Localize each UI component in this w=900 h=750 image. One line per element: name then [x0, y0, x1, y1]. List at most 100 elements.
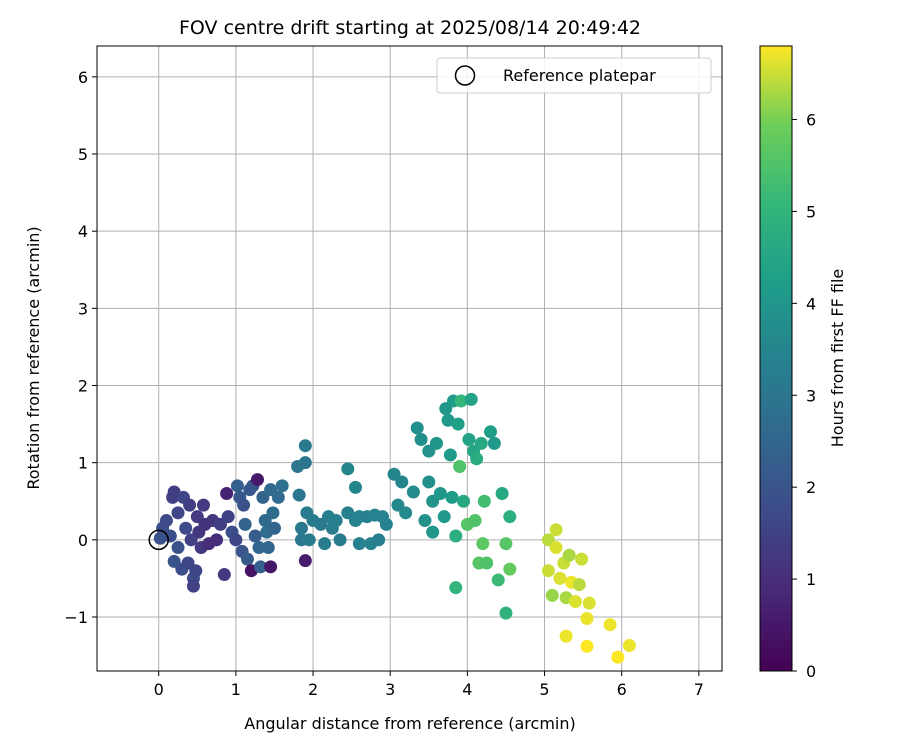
y-axis-ticks: −1 0 1 2 3 4 5 6 — [64, 68, 97, 627]
data-points — [153, 392, 636, 664]
y-tick-label: 6 — [78, 68, 88, 87]
scatter-point — [395, 475, 409, 489]
scatter-point — [541, 564, 555, 578]
scatter-point — [559, 629, 573, 643]
y-tick-label: 0 — [78, 531, 88, 550]
colorbar-tick-label: 5 — [806, 202, 816, 221]
scatter-point — [414, 433, 428, 447]
scatter-point — [302, 533, 316, 547]
y-tick-label: −1 — [64, 608, 88, 627]
scatter-point — [171, 541, 185, 555]
scatter-point — [468, 514, 482, 528]
scatter-point — [406, 485, 420, 499]
scatter-point — [240, 552, 254, 566]
colorbar-tick-label: 1 — [806, 570, 816, 589]
scatter-point — [298, 439, 312, 453]
scatter-point — [449, 581, 463, 595]
scatter-point — [221, 510, 235, 524]
scatter-point — [549, 523, 563, 537]
scatter-point — [575, 552, 589, 566]
x-tick-label: 4 — [462, 680, 472, 699]
scatter-point — [186, 579, 200, 593]
scatter-point — [470, 452, 484, 466]
scatter-point — [454, 394, 468, 408]
scatter-point — [163, 529, 177, 543]
scatter-point — [348, 480, 362, 494]
x-axis-ticks: 0 1 2 3 4 5 6 7 — [154, 671, 704, 699]
y-tick-label: 5 — [78, 145, 88, 164]
grid — [97, 46, 722, 671]
legend: Reference platepar — [436, 57, 712, 94]
y-tick-label: 2 — [78, 377, 88, 396]
colorbar-ticks: 0 1 2 3 4 5 6 — [792, 111, 816, 681]
colorbar-tick-label: 2 — [806, 478, 816, 497]
scatter-point — [422, 475, 436, 489]
scatter-point — [443, 448, 457, 462]
colorbar-tick-label: 6 — [806, 111, 816, 130]
scatter-point — [445, 490, 459, 504]
scatter-point — [352, 537, 366, 551]
reference-platepar-marker — [148, 529, 169, 551]
scatter-point — [553, 571, 567, 585]
scatter-point — [264, 560, 278, 574]
legend-box — [436, 57, 712, 94]
scatter-point — [271, 490, 285, 504]
scatter-point — [426, 525, 440, 539]
scatter-point — [480, 556, 494, 570]
scatter-point — [329, 514, 343, 528]
scatter-point — [451, 417, 465, 431]
reference-marker-group — [148, 529, 169, 551]
scatter-point — [474, 436, 488, 450]
scatter-point — [457, 494, 471, 508]
scatter-point — [220, 487, 234, 501]
scatter-point — [379, 517, 393, 531]
x-tick-label: 6 — [617, 680, 627, 699]
scatter-point — [266, 506, 280, 520]
scatter-point — [462, 433, 476, 447]
scatter-point — [491, 573, 505, 587]
scatter-point — [318, 537, 332, 551]
y-tick-label: 1 — [78, 454, 88, 473]
scatter-point — [495, 487, 509, 501]
scatter-point — [252, 541, 266, 555]
scatter-point — [437, 510, 451, 524]
x-tick-label: 0 — [154, 680, 164, 699]
scatter-point — [183, 498, 197, 512]
scatter-point — [159, 514, 173, 528]
x-tick-label: 3 — [385, 680, 395, 699]
scatter-point — [453, 460, 467, 474]
scatter-point — [275, 479, 289, 493]
scatter-point — [189, 564, 203, 578]
scatter-point — [237, 498, 251, 512]
chart-title: FOV centre drift starting at 2025/08/14 … — [179, 17, 641, 39]
scatter-point — [341, 462, 355, 476]
scatter-point — [568, 595, 582, 609]
x-tick-label: 5 — [539, 680, 549, 699]
scatter-point — [418, 514, 432, 528]
y-axis-label: Rotation from reference (arcmin) — [24, 226, 43, 489]
legend-marker-icon — [454, 65, 476, 86]
scatter-point — [153, 531, 167, 545]
scatter-point — [477, 494, 491, 508]
scatter-point — [248, 529, 262, 543]
scatter-point — [441, 413, 455, 427]
scatter-point — [254, 560, 268, 574]
scatter-point — [582, 596, 596, 610]
scatter-point — [484, 425, 498, 439]
scatter-point — [171, 506, 185, 520]
scatter-point — [430, 436, 444, 450]
scatter-point — [580, 612, 594, 626]
colorbar-label: Hours from first FF file — [828, 269, 847, 448]
colorbar-tick-label: 4 — [806, 294, 816, 313]
scatter-point — [464, 392, 478, 406]
scatter-point — [250, 473, 264, 487]
scatter-point — [333, 533, 347, 547]
scatter-point — [399, 506, 413, 520]
plot-frame — [96, 45, 723, 672]
colorbar-gradient — [759, 45, 793, 672]
scatter-point — [410, 421, 424, 435]
x-tick-label: 7 — [694, 680, 704, 699]
scatter-point — [179, 521, 193, 535]
scatter-point — [449, 529, 463, 543]
